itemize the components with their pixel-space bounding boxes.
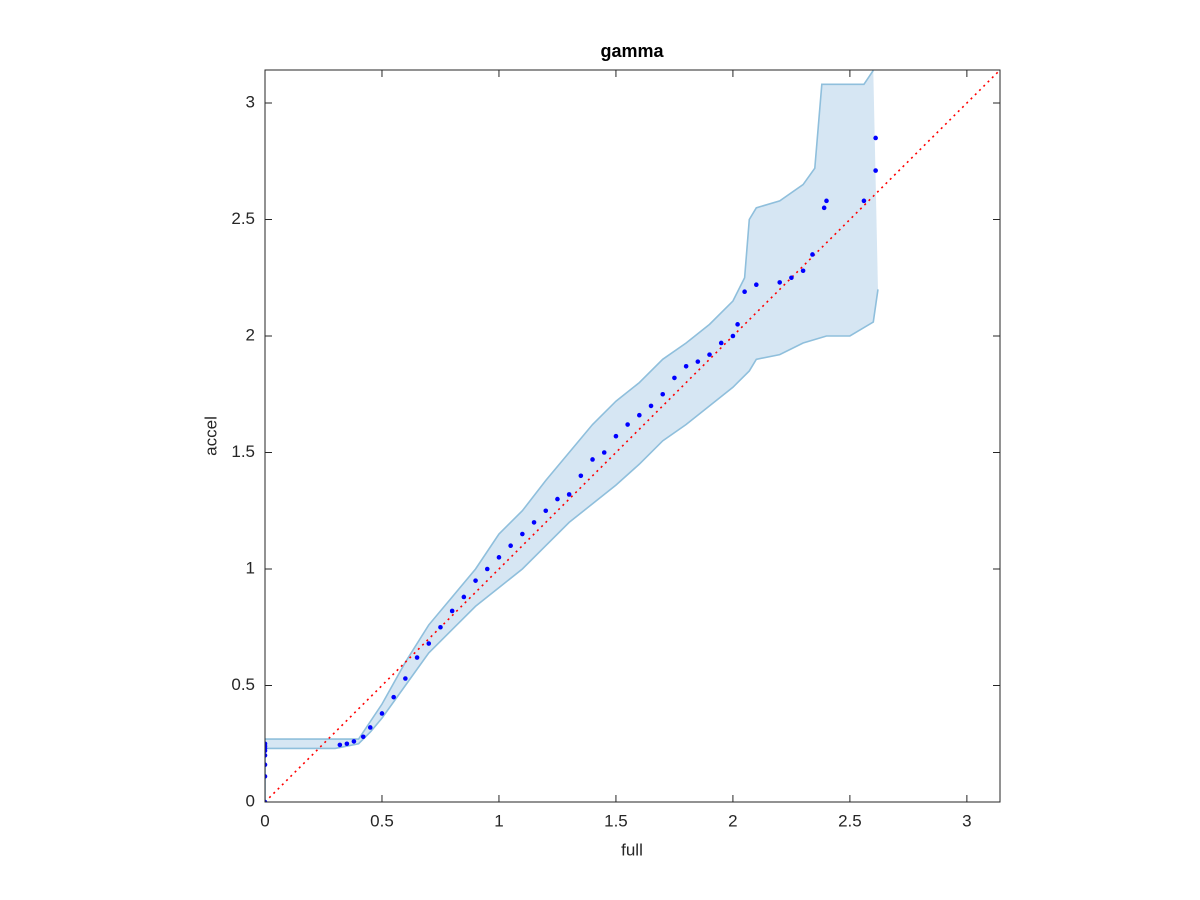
y-tick-label: 1 (246, 558, 255, 577)
data-point (496, 555, 502, 560)
data-point (265, 753, 268, 758)
data-point (625, 422, 630, 427)
reference-line (265, 70, 1000, 802)
data-point (718, 340, 724, 346)
data-point (821, 205, 827, 211)
data-point (337, 742, 343, 748)
confidence-band (265, 70, 878, 802)
chart-title: gamma (600, 41, 664, 61)
data-point (344, 741, 350, 747)
data-point (543, 508, 549, 514)
data-point (265, 799, 268, 802)
y-tick-label: 0.5 (231, 675, 255, 694)
data-point (637, 412, 642, 418)
band-lower-line (265, 289, 879, 802)
x-tick-label: 2.5 (838, 811, 862, 830)
data-point (379, 711, 385, 716)
data-point (777, 280, 783, 285)
data-point (520, 531, 525, 537)
data-point (403, 676, 408, 681)
data-point (265, 762, 268, 768)
data-point (873, 135, 878, 141)
data-point (360, 734, 366, 740)
y-axis-label: accel (201, 416, 220, 456)
data-point (578, 473, 584, 479)
y-tick-label: 1.5 (231, 442, 255, 461)
y-tick-label: 2 (246, 325, 255, 344)
data-point (590, 457, 595, 462)
data-point (789, 275, 794, 281)
data-point (695, 359, 701, 364)
data-point (461, 594, 467, 600)
y-tick-label: 3 (246, 92, 255, 111)
y-tick-label: 2.5 (231, 209, 255, 228)
data-point (367, 725, 373, 730)
data-point (531, 520, 537, 525)
data-point (449, 608, 455, 614)
data-point (735, 322, 740, 327)
data-point (707, 352, 712, 357)
data-point (484, 566, 490, 572)
data-point (473, 578, 478, 583)
data-point (555, 496, 560, 502)
data-point (391, 694, 396, 700)
axes-box (264, 69, 1001, 803)
x-tick-label: 3 (962, 811, 971, 830)
data-point (742, 289, 747, 295)
x-tick-label: 0.5 (370, 811, 394, 830)
data-point (508, 543, 513, 548)
x-tick-label: 2 (728, 811, 737, 830)
data-point (824, 198, 829, 204)
data-point (810, 252, 815, 257)
y-tick-label: 0 (246, 791, 255, 810)
data-point (566, 492, 572, 497)
x-axis-label: full (621, 840, 643, 859)
data-point (414, 655, 420, 660)
data-point (601, 450, 607, 455)
data-point (438, 624, 443, 630)
data-point (660, 391, 666, 397)
data-point (351, 739, 357, 744)
plot-area (265, 70, 1000, 802)
data-point (648, 403, 654, 409)
data-point (873, 168, 878, 173)
band-upper-line (265, 70, 874, 740)
data-point (672, 375, 677, 381)
data-point (754, 282, 759, 288)
data-point (861, 198, 867, 204)
data-point (800, 268, 806, 274)
x-tick-label: 1 (494, 811, 503, 830)
data-point (613, 433, 619, 439)
data-point (265, 741, 268, 747)
data-point (683, 363, 689, 369)
data-point (265, 774, 268, 779)
data-point (730, 333, 736, 339)
data-point (426, 641, 432, 646)
x-tick-label: 1.5 (604, 811, 628, 830)
x-tick-label: 0 (260, 811, 269, 830)
